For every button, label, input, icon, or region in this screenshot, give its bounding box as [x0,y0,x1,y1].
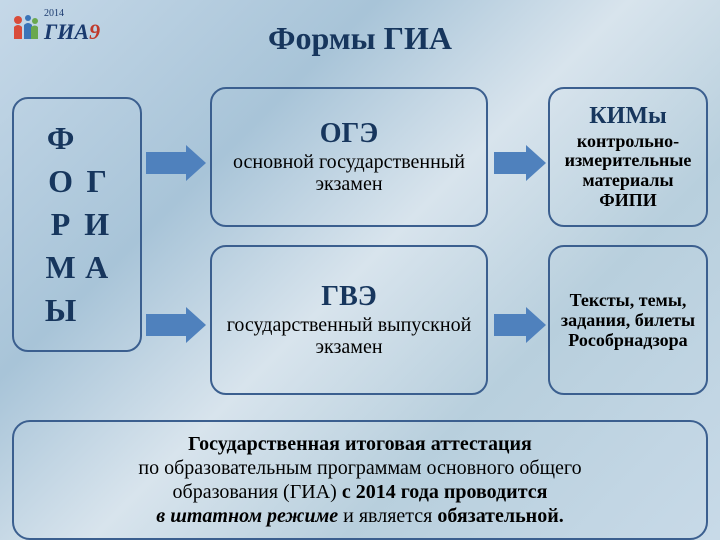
footer-line1: Государственная итоговая аттестация [188,433,532,455]
kimy-subtitle: контрольно-измерительные материалы ФИПИ [556,132,700,211]
arrow-icon [494,145,546,181]
gia-letter: Г [84,160,109,203]
footer-line4b: и является [338,505,437,527]
arrow-icon [146,145,206,181]
footer-line3b: с 2014 года проводится [342,481,548,503]
texts-box: Тексты, темы, задания, билеты Рособрнадз… [548,245,708,395]
page-title: Формы ГИА [0,0,720,57]
gve-heading: ГВЭ [321,282,376,313]
footer-line3a: образования (ГИА) [173,481,342,503]
texts-subtitle: Тексты, темы, задания, билеты Рособрнадз… [556,291,700,350]
arrow-icon [146,307,206,343]
logo-suffix: 9 [89,19,100,44]
gia-letter: А [84,246,109,289]
forms-letter: М [45,246,76,289]
arrow-icon [494,307,546,343]
oge-subtitle: основной государственный экзамен [222,151,476,195]
forms-col2: ГИА [84,160,109,290]
footer-line4a: в штатном режиме [156,505,338,527]
footer-line4c: обязательной. [437,505,563,527]
gve-subtitle: государственный выпускной экзамен [222,314,476,358]
oge-box: ОГЭ основной государственный экзамен [210,87,488,227]
kimy-box: КИМы контрольно-измерительные материалы … [548,87,708,227]
forms-col1: ФОРМЫ [45,117,76,333]
gve-box: ГВЭ государственный выпускной экзамен [210,245,488,395]
forms-source-box: ФОРМЫ ГИА [12,97,142,352]
footer-statement-box: Государственная итоговая аттестация по о… [12,420,708,540]
kimy-heading: КИМы [589,103,666,129]
oge-heading: ОГЭ [320,119,379,150]
forms-letter: Ы [45,289,76,332]
logo-text: ГИА [44,19,89,44]
logo: 2014 ГИА9 [10,8,100,45]
diagram-area: ФОРМЫ ГИА ОГЭ основной государственный э… [0,67,720,417]
forms-letter: О [45,160,76,203]
forms-letter: Р [45,203,76,246]
logo-people-icon [10,13,40,41]
forms-letter: Ф [45,117,76,160]
gia-letter: И [84,203,109,246]
footer-line2: по образовательным программам основного … [138,457,581,479]
logo-year: 2014 [44,8,100,19]
